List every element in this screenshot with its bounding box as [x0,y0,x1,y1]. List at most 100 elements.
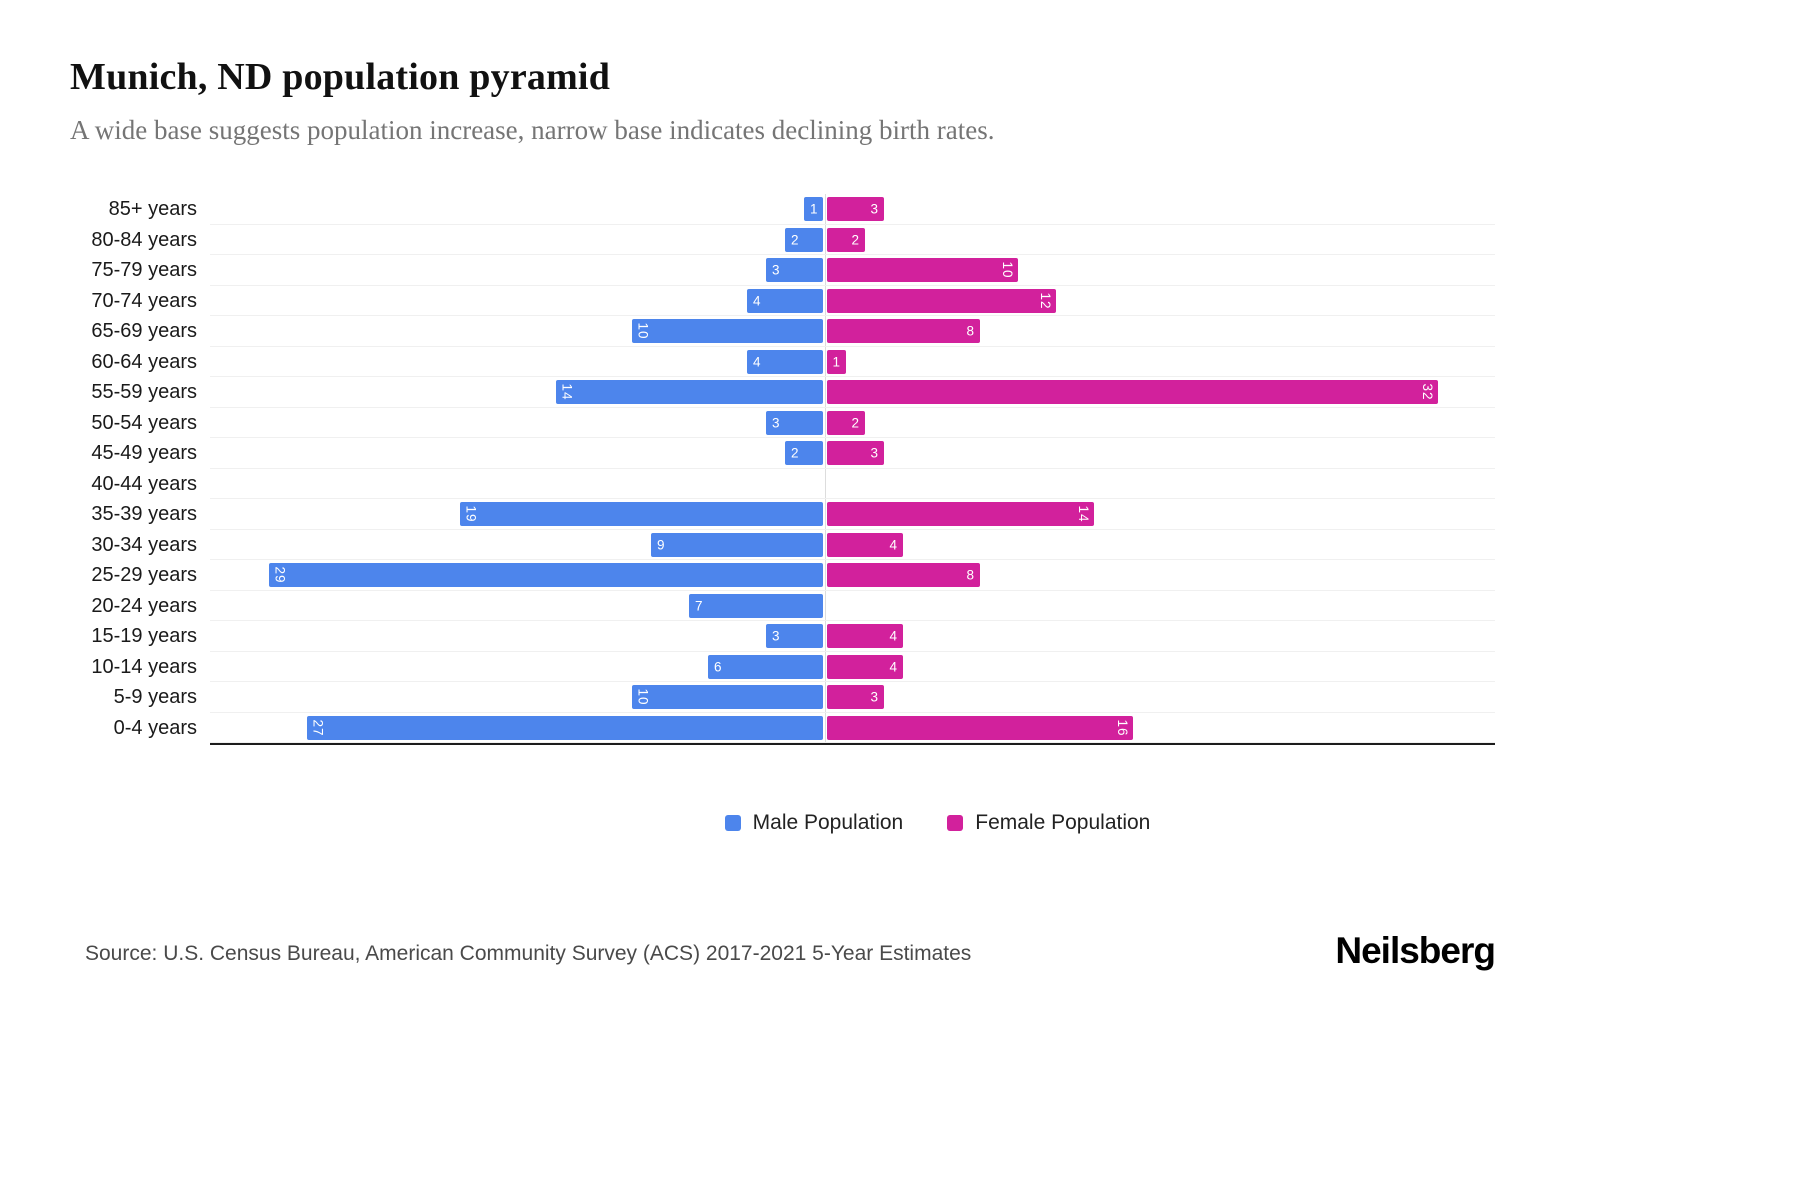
age-group-label: 80-84 years [91,228,197,251]
pyramid-row: 50-54 years 3 2 [85,408,1495,438]
bar-value-label: 4 [889,658,897,674]
bar-value-label: 27 [310,718,326,737]
bottom-axis-line [210,743,1495,745]
pyramid-row: 10-14 years 6 4 [85,652,1495,682]
male-bar[interactable]: 1 [804,197,823,221]
age-group-label: 50-54 years [91,411,197,434]
female-legend-label: Female Population [975,811,1151,834]
pyramid-row: 15-19 years 3 4 [85,621,1495,652]
bar-value-label: 2 [851,231,859,247]
bar-value-label: 19 [463,505,479,523]
row-plot: 4 12 [210,286,1495,316]
female-bar[interactable]: 32 [827,380,1438,404]
female-legend-swatch [947,815,964,831]
female-bar[interactable]: 16 [827,715,1133,740]
bar-value-label: 10 [635,688,651,706]
age-group-label: 65-69 years [91,320,197,342]
age-group-label: 60-64 years [91,350,197,373]
age-group-label: 70-74 years [91,289,197,312]
male-bar[interactable]: 29 [269,563,823,587]
pyramid-row: 75-79 years 3 10 [85,255,1495,286]
female-bar[interactable]: 3 [827,441,884,465]
pyramid-row: 80-84 years 2 2 [85,225,1495,255]
chart-title: Munich, ND population pyramid [70,56,611,98]
bar-value-label: 14 [1076,505,1091,523]
male-bar[interactable]: 7 [689,593,823,618]
female-bar[interactable]: 4 [827,624,903,648]
bar-value-label: 9 [657,536,665,552]
pyramid-row: 25-29 years 29 8 [85,560,1495,591]
source-attribution: Source: U.S. Census Bureau, American Com… [85,942,972,965]
pyramid-rows: 85+ years 1 3 80-84 years 2 2 75-79 years 3 10 70… [85,194,1495,743]
bar-value-label: 7 [695,597,703,613]
female-bar[interactable]: 4 [827,654,903,679]
bar-value-label: 4 [753,353,761,369]
female-bar[interactable]: 3 [827,685,884,709]
bar-value-label: 1 [832,353,840,369]
female-bar[interactable]: 1 [827,349,846,374]
bar-value-label: 32 [1420,383,1435,401]
male-bar[interactable]: 6 [708,654,823,679]
male-bar[interactable]: 4 [747,288,823,313]
center-axis-line [825,194,826,743]
row-plot: 10 8 [210,316,1495,347]
bar-value-label: 3 [870,445,878,461]
chart-footer: Source: U.S. Census Bureau, American Com… [85,930,1496,972]
male-bar[interactable]: 10 [632,319,823,343]
female-bar[interactable]: 8 [827,319,980,343]
age-group-label: 30-34 years [91,533,197,556]
male-bar[interactable]: 3 [766,624,823,648]
age-group-label: 85+ years [108,198,197,220]
bar-value-label: 2 [851,414,859,430]
bar-value-label: 2 [791,445,799,461]
female-bar[interactable]: 8 [827,563,980,587]
female-bar[interactable]: 4 [827,532,903,557]
age-group-label: 10-14 years [91,655,197,678]
bar-value-label: 14 [559,383,575,401]
female-bar[interactable]: 2 [827,410,865,435]
female-bar[interactable]: 12 [827,288,1056,313]
male-bar[interactable]: 2 [785,227,823,252]
male-bar[interactable]: 27 [307,715,823,740]
row-plot: 3 10 [210,255,1495,286]
pyramid-row: 35-39 years 19 14 [85,499,1495,530]
age-group-label: 25-29 years [91,564,197,586]
bar-value-label: 3 [772,262,780,278]
age-group-label: 0-4 years [113,716,197,739]
male-bar[interactable]: 19 [460,502,823,526]
pyramid-row: 30-34 years 9 4 [85,530,1495,560]
female-bar[interactable]: 3 [827,197,884,221]
bar-value-label: 3 [870,689,878,705]
male-bar[interactable]: 10 [632,685,823,709]
bar-value-label: 8 [966,567,974,583]
row-plot [210,469,1495,499]
chart-header: Munich, ND population pyramid A wide bas… [0,0,1800,146]
legend-item-female[interactable]: Female Population [947,811,1150,835]
pyramid-row: 70-74 years 4 12 [85,286,1495,316]
legend-item-male[interactable]: Male Population [724,811,904,835]
age-group-label: 5-9 years [113,686,197,708]
bar-value-label: 12 [1038,291,1053,310]
male-legend-label: Male Population [752,811,904,834]
pyramid-row: 65-69 years 10 8 [85,316,1495,347]
pyramid-row: 45-49 years 2 3 [85,438,1495,469]
male-bar[interactable]: 3 [766,410,823,435]
chart-subtitle: A wide base suggests population increase… [70,115,995,145]
male-bar[interactable]: 3 [766,258,823,282]
female-bar[interactable]: 2 [827,227,865,252]
male-bar[interactable]: 4 [747,349,823,374]
row-plot: 7 [210,591,1495,621]
pyramid-row: 85+ years 1 3 [85,194,1495,225]
male-bar[interactable]: 14 [556,380,823,404]
male-bar[interactable]: 9 [651,532,823,557]
age-group-label: 20-24 years [91,594,197,617]
male-bar[interactable]: 2 [785,441,823,465]
female-bar[interactable]: 10 [827,258,1018,282]
female-bar[interactable]: 14 [827,502,1094,526]
pyramid-row: 20-24 years 7 [85,591,1495,621]
